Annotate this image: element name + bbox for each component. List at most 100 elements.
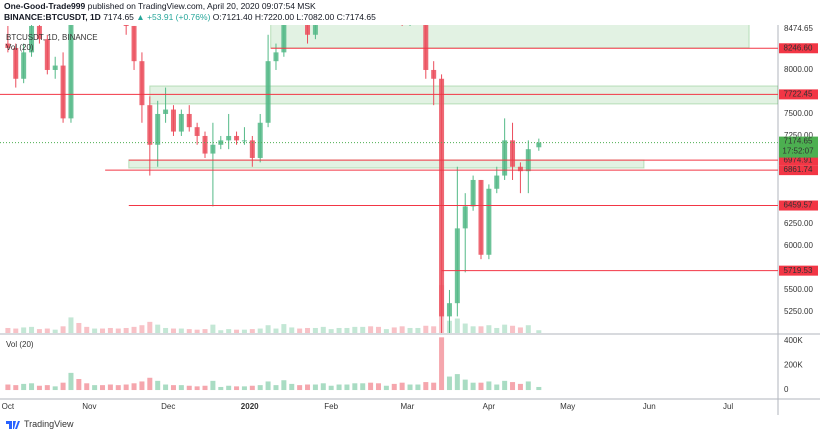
volume-bar xyxy=(289,383,295,391)
footer: TradingView xyxy=(6,419,74,429)
volume-overlay-bar xyxy=(297,328,303,333)
volume-overlay-bar xyxy=(360,326,366,333)
candle-body xyxy=(52,65,58,70)
volume-overlay-bar xyxy=(139,325,145,333)
x-tick-label: Mar xyxy=(401,402,415,411)
volume-overlay-bar xyxy=(320,326,326,333)
volume-bar xyxy=(100,385,106,391)
level-label-box xyxy=(779,265,818,276)
y-tick-label: 5250.00 xyxy=(784,307,813,316)
candle-body xyxy=(21,52,27,79)
candle-body xyxy=(226,135,232,141)
candle-body xyxy=(462,206,468,229)
candle-body xyxy=(423,25,429,70)
volume-overlay-bar xyxy=(423,325,429,333)
level-label: 5719.53 xyxy=(784,266,813,275)
volume-bar xyxy=(60,382,66,391)
level-label-box xyxy=(779,155,818,166)
candle-body xyxy=(123,25,129,26)
candle-body xyxy=(116,0,121,8)
candle-body xyxy=(408,0,413,8)
volume-overlay-bar xyxy=(131,326,137,333)
zone xyxy=(128,159,645,169)
volume-overlay-bar xyxy=(84,326,90,333)
volume-overlay-bar xyxy=(100,328,106,333)
candle-body xyxy=(431,69,437,79)
x-tick-label: 2020 xyxy=(241,402,259,411)
header-line-1: One-Good-Trade999 published on TradingVi… xyxy=(4,1,316,11)
candle-body xyxy=(454,228,460,304)
volume-overlay-bar xyxy=(147,321,153,333)
volume-bar xyxy=(391,383,397,391)
candle-body xyxy=(400,0,405,8)
candle-body xyxy=(446,303,452,317)
level-label-box xyxy=(779,43,818,54)
volume-bar xyxy=(5,384,11,391)
candle-body xyxy=(273,52,279,62)
volume-bar xyxy=(36,385,42,391)
volume-bar xyxy=(525,381,531,391)
candle-body xyxy=(486,188,492,255)
volume-bar xyxy=(139,381,145,391)
volume-bar xyxy=(320,383,326,391)
volume-bar xyxy=(44,385,50,391)
candle-body xyxy=(297,0,302,17)
x-tick-label: Dec xyxy=(161,402,175,411)
volume-bar xyxy=(328,385,334,391)
volume-bar xyxy=(407,384,413,391)
volume-overlay-bar xyxy=(234,329,240,333)
symbol-label: BTCUSDT, 1D, BINANCE xyxy=(6,33,98,42)
x-tick-label: Jul xyxy=(723,402,733,411)
zone xyxy=(270,25,750,49)
volume-overlay-bar xyxy=(391,327,397,333)
brand: TradingView xyxy=(24,419,74,429)
volume-overlay-bar xyxy=(502,324,508,333)
volume-overlay-bar xyxy=(536,330,542,333)
candle-body xyxy=(36,25,42,40)
candle-body xyxy=(178,113,184,132)
candle-body xyxy=(29,25,35,53)
volume-overlay-bar xyxy=(155,324,161,333)
volume-overlay-bar xyxy=(525,325,531,333)
volume-bar xyxy=(446,376,452,391)
volume-overlay-bar xyxy=(399,326,405,333)
author: One-Good-Trade999 xyxy=(4,1,86,11)
volume-bar xyxy=(107,384,113,391)
volume-bar xyxy=(155,380,161,391)
candle-body xyxy=(202,135,208,154)
volume-bar xyxy=(226,385,232,391)
volume-bar xyxy=(486,381,492,391)
published: published on TradingView.com, April 20, … xyxy=(87,1,316,11)
volume-bar xyxy=(281,380,287,391)
y-tick-label: 7250.00 xyxy=(784,131,813,140)
volume-bar xyxy=(76,379,82,391)
volume-overlay-bar xyxy=(368,326,374,333)
volume-bar xyxy=(21,383,27,391)
volume-bar xyxy=(68,372,74,391)
volume-bar xyxy=(360,383,366,391)
volume-bar xyxy=(336,384,342,391)
level-label: 7722.45 xyxy=(784,90,813,99)
volume-overlay-bar xyxy=(76,322,82,333)
volume-bar xyxy=(194,386,200,391)
chart: 8000.00 7500.00 7250.00 6250.00 6000.00 5500.… xyxy=(0,0,820,415)
candle-body xyxy=(502,140,508,176)
volume-overlay-bar xyxy=(178,328,184,333)
volume-overlay-bar xyxy=(486,325,492,333)
x-tick-label: Apr xyxy=(483,402,496,411)
volume-overlay-bar xyxy=(202,329,208,333)
price: 7174.65 xyxy=(103,12,134,22)
candle-body xyxy=(439,78,445,317)
volume-bar xyxy=(115,385,121,391)
level-label-box xyxy=(779,200,818,211)
volume-overlay-bar xyxy=(454,318,460,333)
volume-bar xyxy=(13,385,19,391)
x-tick-label: Nov xyxy=(82,402,96,411)
y-tick-label: 6250.00 xyxy=(784,219,813,228)
candle-body xyxy=(249,140,255,158)
volume-bar xyxy=(257,385,263,391)
volume-overlay-bar xyxy=(375,326,381,333)
volume-overlay-bar xyxy=(194,329,200,333)
volume-bar xyxy=(344,384,350,391)
candle-body xyxy=(186,113,192,128)
